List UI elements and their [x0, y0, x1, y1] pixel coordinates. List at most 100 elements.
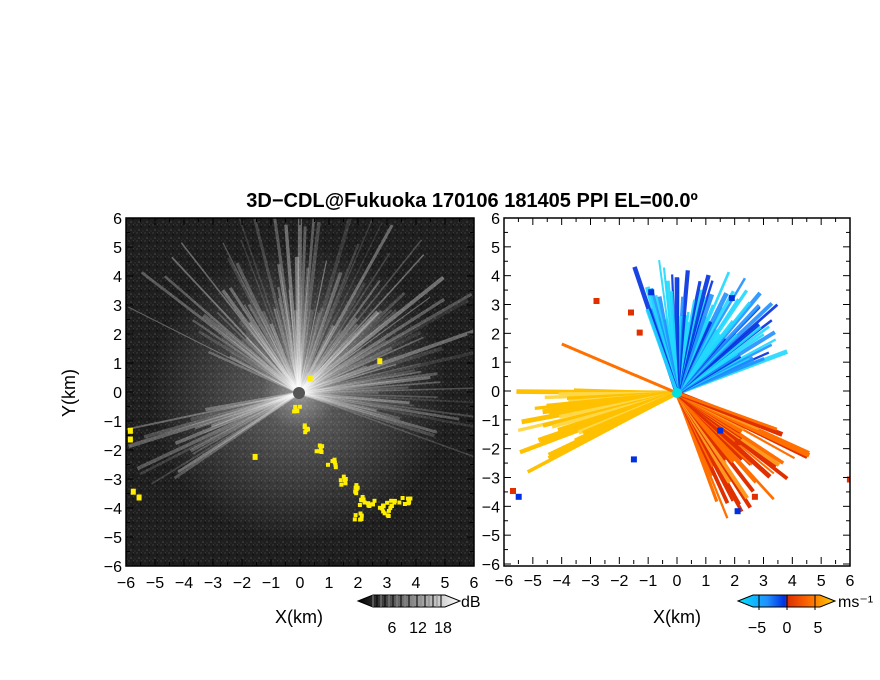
reflectivity-ray [297, 309, 398, 395]
x-tick-label: −5 [524, 573, 542, 590]
reflectivity-ray [273, 308, 301, 394]
highlight-echo-pixel [302, 423, 307, 428]
y-tick-label: −1 [482, 413, 500, 430]
reflectivity-ray [204, 392, 300, 434]
highlight-echo-pixel [317, 449, 322, 454]
x-tick-label: 5 [817, 573, 826, 590]
reflectivity-ray [297, 271, 343, 394]
highlight-echo-pixel [353, 489, 358, 494]
reflectivity-ray [180, 242, 300, 394]
highlight-echo-pixel [136, 494, 142, 501]
reflectivity-colorbar-ticks [372, 595, 442, 607]
highlight-echo-pixel [127, 436, 133, 443]
reflectivity-ray [298, 310, 383, 394]
reflectivity-ray [216, 311, 300, 394]
reflectivity-ray [202, 313, 301, 395]
reflectivity-ray [194, 392, 300, 430]
x-tick-label: −4 [175, 575, 193, 592]
reflectivity-ray [297, 329, 343, 394]
reflectivity-ray [297, 226, 307, 394]
highlight-echo-pixel [385, 513, 390, 518]
x-tick-label: −2 [233, 575, 251, 592]
reflectivity-ray [298, 254, 425, 394]
highlight-echo-pixel [366, 503, 371, 508]
highlight-echo-pixel [405, 496, 410, 501]
highlight-echo-pixel [332, 457, 337, 462]
reflectivity-ray [221, 289, 301, 395]
reflectivity-ray [192, 319, 300, 394]
reflectivity-ray [163, 275, 300, 394]
reflectivity-colorbar-tick-label: 12 [409, 620, 427, 637]
reflectivity-ray [298, 392, 438, 398]
velocity-echo-pixel [751, 493, 758, 500]
velocity-echo-pixel [510, 488, 516, 494]
highlight-echo-pixel [382, 511, 387, 516]
highlight-echo-pixel [317, 443, 322, 448]
reflectivity-x-label: X(km) [275, 607, 323, 627]
highlight-echo-pixel [408, 496, 413, 501]
x-tick-label: 5 [441, 575, 450, 592]
reflectivity-ray [297, 218, 302, 394]
reflectivity-ray [297, 224, 394, 394]
highlight-echo-pixel [386, 508, 391, 513]
y-tick-label: 1 [491, 355, 500, 372]
highlight-echo-pixel [333, 463, 338, 467]
highlight-echo-pixel [380, 506, 385, 511]
y-tick-label: 0 [113, 385, 122, 402]
highlight-echo-pixel [359, 513, 364, 518]
y-tick-label: 2 [491, 326, 500, 343]
x-tick-label: −4 [553, 573, 571, 590]
reflectivity-ray [297, 275, 445, 395]
velocity-colorbar-tick-label: −5 [748, 620, 766, 637]
highlight-echo-pixel [293, 409, 298, 414]
reflectivity-y-label: Y(km) [59, 369, 79, 417]
y-tick-label: −2 [104, 443, 122, 460]
highlight-echo-pixel [361, 497, 366, 502]
highlight-echo-pixel [358, 511, 363, 516]
highlight-echo-pixel [304, 428, 309, 433]
reflectivity-ray [298, 392, 415, 407]
x-tick-label: −1 [639, 573, 657, 590]
highlight-echo-pixel [389, 504, 394, 508]
reflectivity-highlight-echoes [127, 358, 413, 522]
y-tick-label: −4 [104, 501, 122, 518]
x-tick-label: 0 [673, 573, 682, 590]
reflectivity-ray [238, 218, 300, 394]
reflectivity-ray [247, 303, 301, 394]
velocity-echo-pixel [728, 295, 735, 302]
reflectivity-ray [229, 355, 300, 394]
reflectivity-ray [298, 329, 474, 395]
reflectivity-ray [171, 256, 300, 394]
velocity-colorbar-tick-label: 0 [783, 620, 792, 637]
highlight-echo-pixel [293, 404, 298, 409]
reflectivity-ray [297, 309, 314, 394]
velocity-x-label: X(km) [653, 607, 701, 627]
reflectivity-ray [245, 336, 300, 394]
x-tick-label: 3 [759, 573, 768, 590]
y-tick-label: 4 [491, 269, 500, 286]
y-tick-label: 3 [113, 298, 122, 315]
highlight-echo-pixel [389, 498, 394, 503]
x-tick-label: −1 [262, 575, 280, 592]
reflectivity-ray [293, 310, 301, 394]
y-tick-label: 4 [113, 269, 122, 286]
reflectivity-ray [228, 287, 301, 394]
reflectivity-ray [298, 392, 474, 404]
velocity-echo-pixel [630, 456, 637, 463]
reflectivity-ray [205, 391, 300, 412]
highlight-echo-pixel [381, 503, 386, 508]
x-tick-label: 1 [701, 573, 710, 590]
reflectivity-ray [297, 243, 360, 394]
reflectivity-ray [127, 391, 300, 449]
highlight-echo-pixel [130, 488, 136, 495]
highlight-echo-pixel [303, 430, 308, 435]
highlight-echo-pixel [400, 496, 405, 500]
y-tick-label: −4 [482, 499, 500, 516]
reflectivity-ray [273, 218, 301, 394]
reflectivity-ray [192, 392, 300, 455]
y-tick-label: 6 [491, 211, 500, 228]
y-tick-label: −5 [482, 528, 500, 545]
reflectivity-ray [298, 353, 401, 394]
reflectivity-ray [298, 314, 337, 394]
